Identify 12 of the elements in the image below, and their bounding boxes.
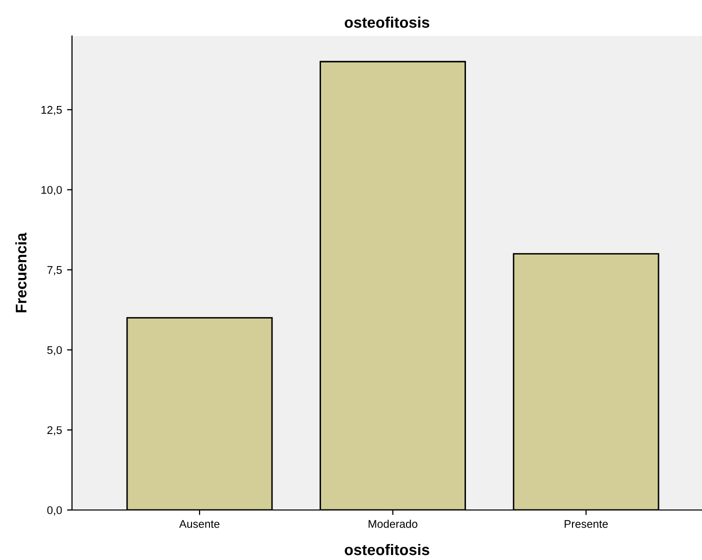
y-tick-label: 12,5 — [42, 106, 62, 116]
chart-title: osteofitosis — [344, 16, 430, 28]
y-tick-label: 2,5 — [47, 426, 62, 436]
y-tick-label: 7,5 — [47, 266, 62, 276]
x-tick-label: Presente — [564, 520, 608, 528]
x-tick-label: Ausente — [179, 520, 220, 528]
x-axis-title: osteofitosis — [344, 544, 430, 556]
y-axis-title: Frecuencia — [15, 232, 27, 312]
x-tick-label: Moderado — [368, 520, 418, 528]
y-tick-label: 0,0 — [47, 506, 62, 516]
y-tick-label: 10,0 — [42, 186, 62, 196]
y-tick-label: 5,0 — [47, 346, 62, 356]
